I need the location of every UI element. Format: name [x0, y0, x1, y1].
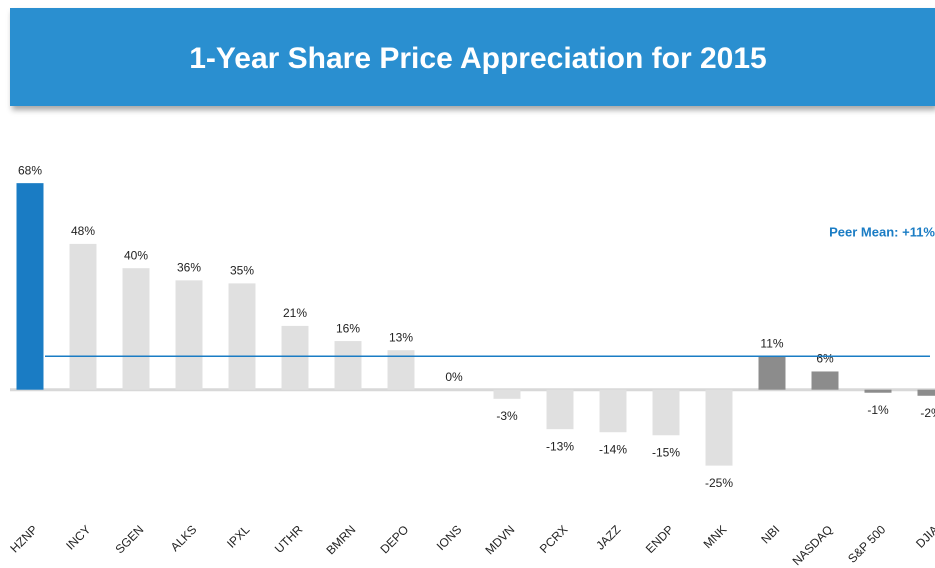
- data-label: 16%: [336, 321, 360, 335]
- data-label: -1%: [867, 403, 889, 417]
- x-tick-label: UTHR: [272, 522, 306, 556]
- data-label: 35%: [230, 264, 254, 278]
- bar: [281, 325, 309, 390]
- data-label: -25%: [705, 476, 733, 490]
- bar: [228, 283, 256, 390]
- x-tick-label: IPXL: [224, 522, 253, 551]
- x-tick-label: DJIA: [913, 522, 935, 550]
- data-label: -3%: [496, 409, 518, 423]
- bar: [493, 389, 521, 399]
- bar: [334, 341, 362, 390]
- x-tick-label: IONS: [434, 522, 465, 553]
- chart-title: 1-Year Share Price Appreciation for 2015: [189, 42, 767, 75]
- data-label: -14%: [599, 442, 627, 456]
- bar: [69, 243, 97, 390]
- x-tick-label: S&P 500: [845, 522, 888, 565]
- x-tick-label: MNK: [701, 522, 730, 551]
- bar: [758, 356, 786, 390]
- bar: [546, 389, 574, 430]
- x-tick-label: ALKS: [168, 522, 200, 554]
- data-label: 68%: [18, 163, 42, 177]
- bar: [705, 389, 733, 466]
- x-tick-label: MDVN: [482, 522, 517, 557]
- x-tick-label: ENDP: [643, 522, 676, 555]
- x-tick-label: INCY: [63, 522, 93, 552]
- data-label: 21%: [283, 306, 307, 320]
- bar: [122, 268, 150, 390]
- peer-mean-label: Peer Mean: +11%: [829, 224, 935, 239]
- title-banner: [10, 8, 935, 106]
- bar: [652, 389, 680, 436]
- bar: [811, 371, 839, 390]
- x-tick-label: DEPO: [377, 522, 411, 556]
- bar: [16, 183, 44, 390]
- data-label: -13%: [546, 439, 574, 453]
- data-label: -15%: [652, 445, 680, 459]
- data-label: 40%: [124, 248, 148, 262]
- data-label: 6%: [816, 352, 834, 366]
- x-tick-label: JAZZ: [593, 522, 623, 552]
- bar: [917, 389, 935, 396]
- x-tick-label: BMRN: [323, 522, 358, 557]
- bar: [599, 389, 627, 433]
- bar: [864, 389, 892, 393]
- x-tick-label: PCRX: [537, 522, 570, 555]
- bar: [175, 280, 203, 390]
- x-tick-label: SGEN: [112, 522, 146, 556]
- x-tick-label: NBI: [758, 522, 782, 546]
- data-label: 11%: [760, 336, 783, 350]
- data-label: 36%: [177, 261, 201, 275]
- x-tick-label: HZNP: [7, 522, 40, 555]
- data-label: -2%: [920, 406, 935, 420]
- data-label: 0%: [445, 370, 463, 384]
- data-label: 13%: [389, 330, 413, 344]
- x-tick-label: NASDAQ: [790, 522, 836, 568]
- data-label: 48%: [71, 224, 95, 238]
